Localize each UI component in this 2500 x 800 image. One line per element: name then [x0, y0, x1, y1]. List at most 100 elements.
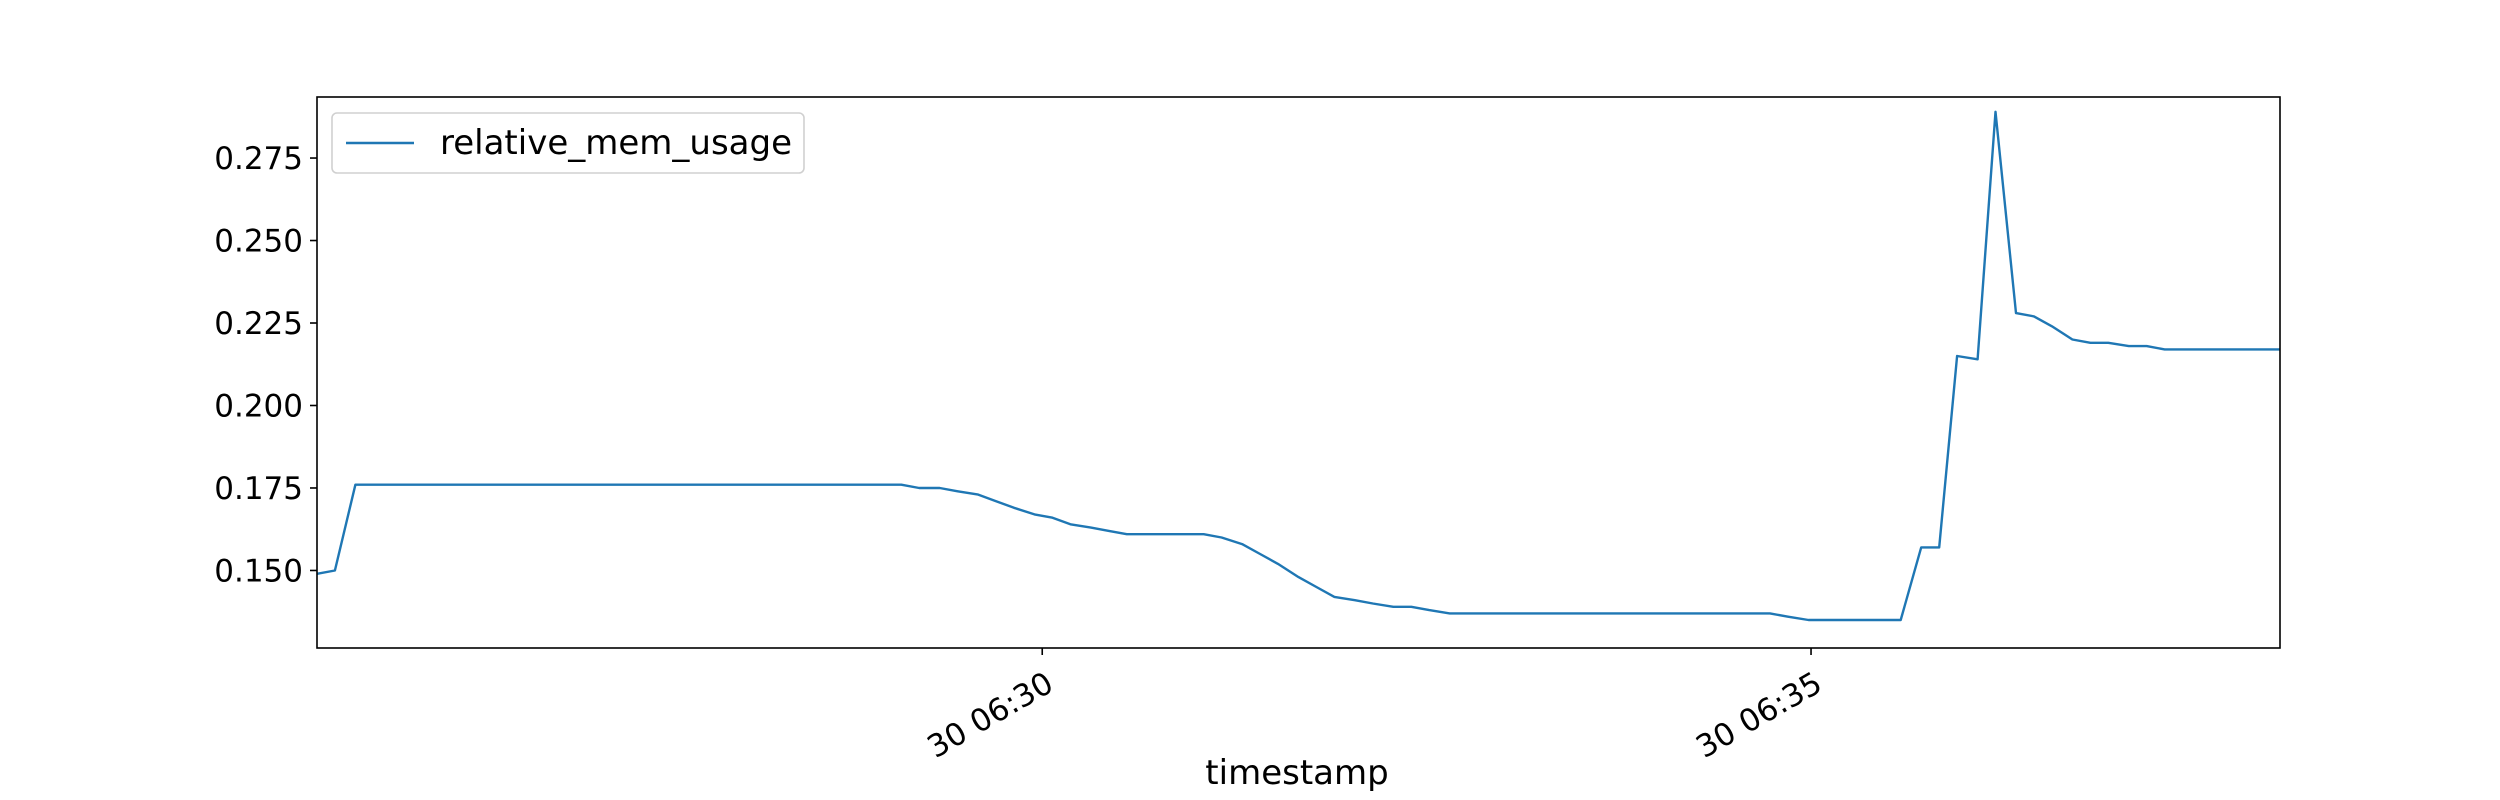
y-tick-label: 0.175 — [214, 471, 303, 507]
data-point — [900, 484, 902, 486]
data-point — [1505, 612, 1507, 614]
data-point — [1354, 599, 1356, 601]
x-axis-title: timestamp — [1205, 753, 1388, 793]
data-point — [1864, 619, 1866, 621]
data-point — [2241, 348, 2243, 350]
data-point — [2202, 348, 2204, 350]
data-point — [675, 484, 677, 486]
data-point — [1090, 527, 1092, 529]
data-point — [503, 484, 505, 486]
data-point — [2258, 348, 2260, 350]
data-point — [1221, 536, 1223, 538]
data-point — [1920, 546, 1922, 548]
data-point — [354, 484, 356, 486]
data-point — [1410, 606, 1412, 608]
data-point — [1843, 619, 1845, 621]
data-point — [939, 487, 941, 489]
data-point — [467, 484, 469, 486]
data-point — [1882, 619, 1884, 621]
data-point — [2015, 312, 2017, 314]
data-layer — [316, 110, 2280, 622]
data-point — [1146, 533, 1148, 535]
data-point — [580, 484, 582, 486]
data-point — [334, 569, 336, 571]
data-point — [1428, 609, 1430, 611]
data-point — [1372, 602, 1374, 604]
data-point — [1034, 513, 1036, 515]
data-point — [731, 484, 733, 486]
data-point — [995, 500, 997, 502]
data-point — [1787, 616, 1789, 618]
data-point — [2164, 348, 2166, 350]
data-point — [1674, 612, 1676, 614]
data-point — [1561, 612, 1563, 614]
data-point — [1769, 612, 1771, 614]
data-point — [1523, 612, 1525, 614]
data-point — [1825, 619, 1827, 621]
data-point — [372, 484, 374, 486]
data-point — [542, 484, 544, 486]
data-point — [693, 484, 695, 486]
data-point — [957, 490, 959, 492]
data-point — [1579, 612, 1581, 614]
data-point — [1692, 612, 1694, 614]
data-point — [977, 494, 979, 496]
data-point — [1656, 612, 1658, 614]
y-tick-label: 0.150 — [214, 553, 303, 589]
data-point — [1807, 619, 1809, 621]
data-point — [524, 484, 526, 486]
data-point — [1485, 612, 1487, 614]
data-point — [1013, 507, 1015, 509]
legend-label: relative_mem_usage — [440, 123, 792, 163]
data-point — [1467, 612, 1469, 614]
data-point — [1259, 553, 1261, 555]
data-point — [2146, 345, 2148, 347]
y-tick-label: 0.275 — [214, 141, 303, 177]
data-point — [1956, 355, 1958, 357]
data-point — [1392, 606, 1394, 608]
data-point — [2107, 342, 2109, 344]
data-point — [1051, 517, 1053, 519]
legend-box — [331, 112, 805, 174]
data-point — [2128, 345, 2130, 347]
data-point — [1731, 612, 1733, 614]
data-point — [2051, 325, 2053, 327]
data-point — [1298, 576, 1300, 578]
data-point — [749, 484, 751, 486]
data-point — [411, 484, 413, 486]
data-point — [862, 484, 864, 486]
data-point — [2223, 348, 2225, 350]
data-point — [598, 484, 600, 486]
data-point — [559, 484, 561, 486]
y-tick-label: 0.200 — [214, 388, 303, 424]
data-point — [1995, 111, 1997, 113]
data-point — [636, 484, 638, 486]
data-point — [1108, 530, 1110, 532]
data-point — [1938, 546, 1940, 548]
data-point — [1203, 533, 1205, 535]
data-point — [1277, 563, 1279, 565]
data-point — [1185, 533, 1187, 535]
data-point — [1069, 523, 1071, 525]
data-point — [1164, 533, 1166, 535]
data-point — [844, 484, 846, 486]
data-point — [618, 484, 620, 486]
data-point — [711, 484, 713, 486]
data-point — [485, 484, 487, 486]
data-point — [1126, 533, 1128, 535]
data-point — [1713, 612, 1715, 614]
legend: relative_mem_usage — [331, 112, 805, 174]
data-point — [1749, 612, 1751, 614]
data-point — [918, 487, 920, 489]
data-point — [2071, 339, 2073, 341]
data-point — [2089, 342, 2091, 344]
data-point — [882, 484, 884, 486]
data-point — [429, 484, 431, 486]
series-line-relative-mem-usage — [316, 110, 2280, 622]
data-point — [805, 484, 807, 486]
data-point — [1315, 586, 1317, 588]
data-point — [390, 484, 392, 486]
data-point — [1900, 619, 1902, 621]
y-tick-label: 0.225 — [214, 306, 303, 342]
